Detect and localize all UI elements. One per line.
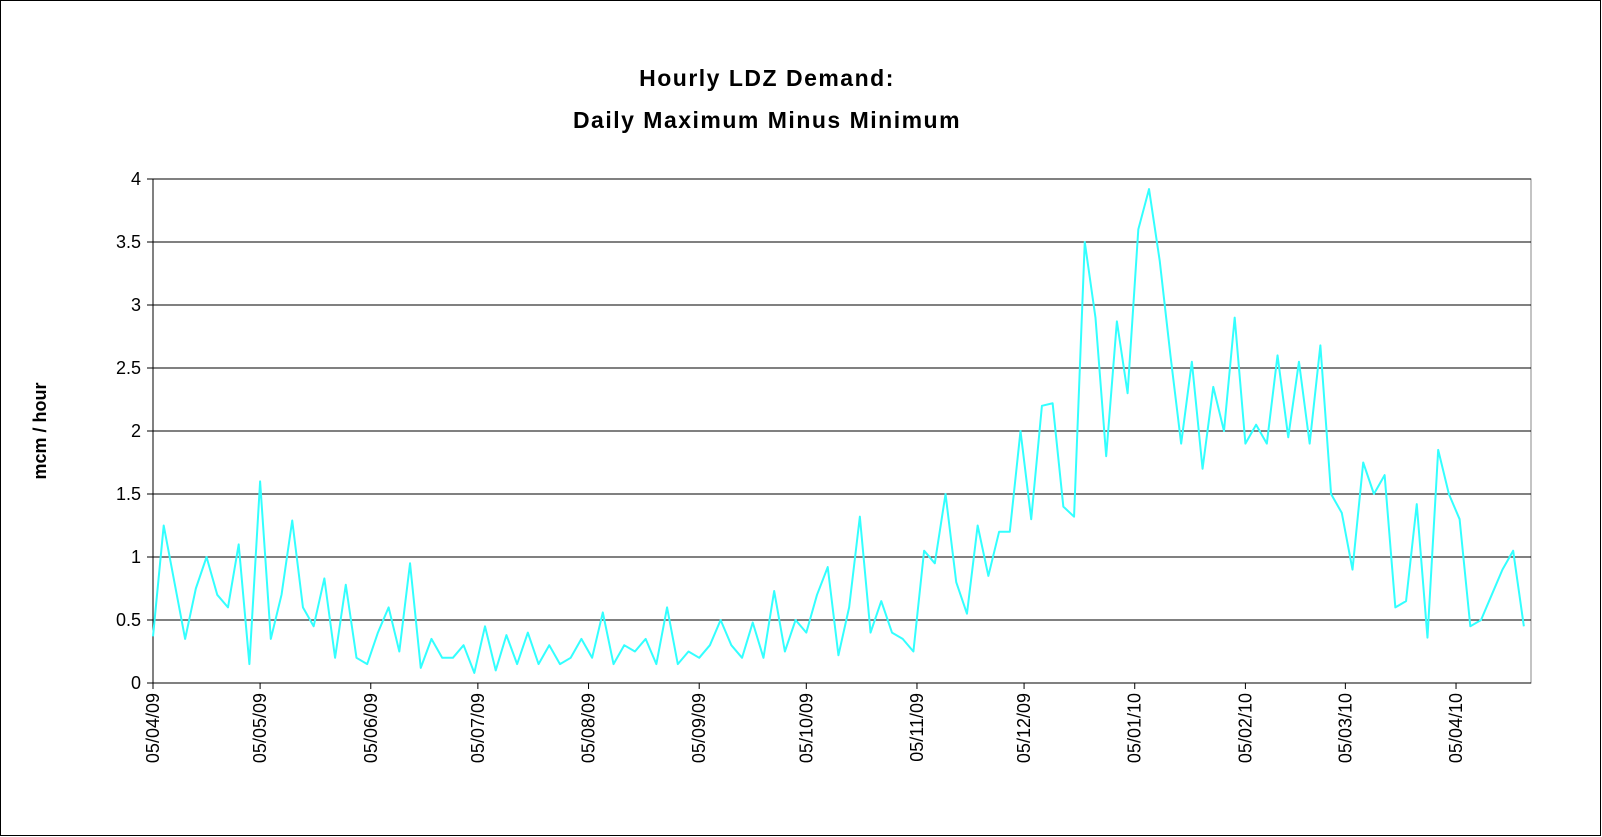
x-tick-label: 05/05/09 xyxy=(250,693,270,763)
x-tick-label: 05/09/09 xyxy=(689,693,709,763)
y-tick-label: 3.5 xyxy=(116,232,141,252)
x-tick-label: 05/10/09 xyxy=(796,693,816,763)
x-tick-label: 05/04/10 xyxy=(1446,693,1466,763)
x-tick-label: 05/01/10 xyxy=(1125,693,1145,763)
x-tick-label: 05/04/09 xyxy=(143,693,163,763)
y-tick-label: 2 xyxy=(131,421,141,441)
x-tick-label: 05/11/09 xyxy=(907,693,927,762)
x-tick-label: 05/02/10 xyxy=(1235,693,1255,763)
x-tick-label: 05/07/09 xyxy=(468,693,488,763)
y-tick-label: 1 xyxy=(131,547,141,567)
chart-subtitle: Daily Maximum Minus Minimum xyxy=(573,107,961,133)
y-axis-label: mcm / hour xyxy=(30,382,50,479)
y-tick-label: 0 xyxy=(131,673,141,693)
y-tick-label: 0.5 xyxy=(116,610,141,630)
y-tick-label: 1.5 xyxy=(116,484,141,504)
y-tick-label: 2.5 xyxy=(116,358,141,378)
x-tick-label: 05/06/09 xyxy=(361,693,381,763)
data-line xyxy=(152,188,1525,674)
x-tick-label: 05/03/10 xyxy=(1335,693,1355,763)
x-tick-label: 05/12/09 xyxy=(1014,693,1034,763)
x-tick-label: 05/08/09 xyxy=(579,693,599,763)
y-tick-label: 4 xyxy=(131,169,141,189)
y-tick-label: 3 xyxy=(131,295,141,315)
chart-title: Hourly LDZ Demand: xyxy=(639,65,895,91)
